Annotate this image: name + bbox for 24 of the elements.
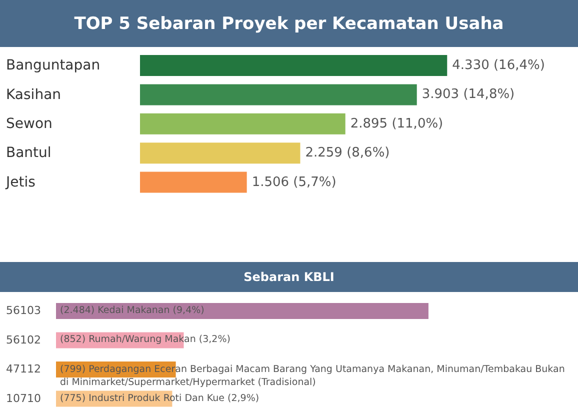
- y-tick-label: Bantul: [6, 145, 52, 162]
- data-label: 1.506 (5,7%): [252, 174, 336, 190]
- y-tick-label: Banguntapan: [6, 58, 100, 74]
- bar: [140, 55, 448, 76]
- data-label: 3.903 (14,8%): [422, 87, 515, 102]
- y-tick-label: 47112: [6, 362, 41, 376]
- chart-title: Sebaran KBLI: [0, 262, 578, 292]
- data-label: 2.259 (8,6%): [305, 146, 390, 161]
- y-tick-label: Sewon: [6, 116, 52, 132]
- y-tick-label: Jetis: [5, 174, 36, 190]
- bar: [140, 142, 300, 164]
- bar: [140, 84, 417, 106]
- data-label: (2.484) Kedai Makanan (9,4%): [60, 304, 206, 317]
- bar: [56, 303, 428, 319]
- data-label: (775) Industri Produk Roti Dan Kue (2,9%): [60, 392, 260, 405]
- bar: [140, 113, 346, 134]
- y-tick-label: Kasihan: [6, 86, 62, 103]
- chart-title: TOP 5 Sebaran Proyek per Kecamatan Usaha: [0, 0, 578, 47]
- data-label: 2.895 (11,0%): [350, 116, 444, 132]
- bar: [140, 172, 247, 193]
- data-label: 4.330 (16,4%): [452, 58, 545, 73]
- y-tick-label: 10710: [6, 392, 41, 405]
- y-tick-label: 56103: [6, 304, 41, 318]
- y-tick-label: 56102: [6, 333, 41, 346]
